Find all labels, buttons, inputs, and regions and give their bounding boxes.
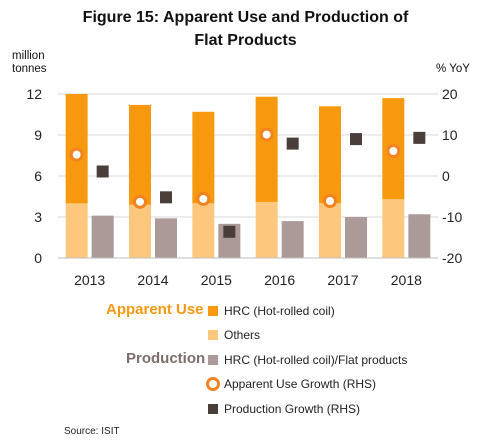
bar-hrc (255, 96, 278, 202)
y-axis-title: million tonnes (12, 50, 47, 75)
point-use-growth (386, 143, 401, 158)
legend-label-hrc: HRC (Hot-rolled coil) (224, 304, 335, 318)
y-tick-label: 6 (34, 168, 42, 184)
y-tick-label: 9 (34, 127, 42, 143)
legend-item-production-hrc: HRC (Hot-rolled coil)/Flat products (208, 353, 407, 367)
bar-others (319, 203, 341, 258)
y2-axis-title: % YoY (436, 63, 470, 75)
y2-tick-label: -20 (442, 250, 462, 266)
legend-swatch-production-hrc (208, 355, 218, 365)
legend-marker-use-growth (206, 377, 220, 391)
legend-label-production-hrc: HRC (Hot-rolled coil)/Flat products (224, 353, 408, 367)
point-use-growth (133, 194, 147, 209)
legend-item-hrc: HRC (Hot-rolled coil) (208, 304, 335, 318)
x-tick-label: 2018 (391, 272, 422, 288)
bar-others (255, 201, 278, 258)
point-use-growth (196, 191, 211, 206)
bar-hrc (192, 111, 215, 204)
bar-production (408, 214, 431, 258)
bar-production (281, 221, 304, 258)
chart-title: Figure 15: Apparent Use and Production o… (0, 6, 491, 52)
bar-production (345, 217, 367, 258)
y2-tick-label: 20 (442, 86, 458, 102)
point-prod-growth (413, 131, 426, 144)
y2-tick-label: -10 (442, 209, 462, 225)
legend-item-use-growth: Apparent Use Growth (RHS) (206, 377, 376, 391)
y2-tick-label: 0 (442, 168, 450, 184)
x-tick-label: 2015 (201, 272, 232, 288)
legend-label-others: Others (224, 328, 261, 342)
legend-label-use-growth: Apparent Use Growth (RHS) (224, 377, 377, 391)
y-tick-label: 12 (26, 86, 42, 102)
bar-others (65, 203, 88, 258)
y2-tick-label: 10 (442, 127, 458, 143)
point-prod-growth (350, 133, 362, 146)
point-prod-growth (96, 165, 109, 178)
legend-label-prod-growth: Production Growth (RHS) (224, 402, 361, 416)
x-tick-label: 2013 (74, 272, 105, 288)
legend-group-production: Production (126, 350, 206, 367)
point-use-growth (259, 127, 274, 142)
legend-swatch-hrc (208, 306, 218, 316)
legend-marker-prod-growth (208, 404, 218, 414)
chart-plot: 0 3 6 9 12 -20 -10 0 10 20 2013 2014 2015 2016 2017 201… (26, 86, 462, 288)
point-prod-growth (286, 137, 299, 150)
bar-others (129, 204, 151, 258)
chart-title-line2: Flat Products (194, 32, 297, 49)
y-tick-label: 3 (34, 209, 42, 225)
bar-production (155, 218, 177, 258)
point-prod-growth (223, 225, 236, 238)
source-note: Source: ISIT (64, 426, 120, 437)
bar-others (382, 199, 405, 258)
x-tick-label: 2014 (137, 272, 168, 288)
y-tick-label: 0 (34, 250, 42, 266)
legend-group-apparent-use: Apparent Use (106, 301, 204, 318)
chart-title-line1: Figure 15: Apparent Use and Production o… (82, 9, 409, 26)
x-tick-label: 2016 (264, 272, 295, 288)
bar-hrc (129, 104, 151, 205)
legend-item-others: Others (208, 328, 260, 342)
bar-production (91, 215, 114, 258)
point-prod-growth (160, 191, 172, 204)
x-tick-label: 2017 (327, 272, 358, 288)
bar-others (192, 203, 215, 258)
legend-swatch-others (208, 330, 218, 340)
bar-hrc (319, 106, 341, 204)
point-use-growth (323, 194, 337, 209)
point-use-growth (69, 147, 84, 162)
legend-item-prod-growth: Production Growth (RHS) (208, 402, 360, 416)
